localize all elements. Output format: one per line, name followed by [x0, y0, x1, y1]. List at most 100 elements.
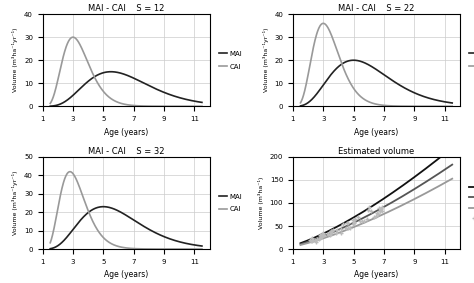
- CAI: [65, 170, 71, 174]
- MAI: [143, 226, 149, 229]
- Line: Vol.: Vol.: [308, 205, 384, 244]
- Vol.: [316, 237, 321, 241]
- Line: CAI: CAI: [50, 37, 202, 106]
- Y-axis label: Volume (m³ha⁻¹yr⁻¹): Volume (m³ha⁻¹yr⁻¹): [12, 28, 18, 93]
- CAI: [65, 40, 71, 43]
- CAI: [393, 104, 399, 108]
- Vol.: [338, 227, 344, 230]
- MAI: [298, 104, 303, 108]
- S 32: [449, 146, 455, 149]
- S 12: [298, 243, 303, 247]
- Title: Estimated volume: Estimated volume: [338, 147, 414, 156]
- Legend: S 32, S 22, S 12, Vol.: S 32, S 22, S 12, Vol.: [466, 182, 474, 224]
- S 22: [408, 190, 414, 193]
- CAI: [143, 247, 149, 251]
- S 32: [298, 241, 303, 245]
- MAI: [100, 205, 106, 208]
- Title: MAI - CAI    S = 12: MAI - CAI S = 12: [88, 4, 164, 13]
- Vol.: [379, 205, 384, 209]
- CAI: [358, 95, 364, 98]
- Line: MAI: MAI: [50, 207, 202, 249]
- S 22: [316, 236, 321, 240]
- Title: MAI - CAI    S = 32: MAI - CAI S = 32: [88, 147, 164, 156]
- Line: MAI: MAI: [50, 72, 202, 106]
- MAI: [408, 90, 414, 93]
- Line: CAI: CAI: [301, 23, 452, 106]
- X-axis label: Age (years): Age (years): [104, 128, 148, 136]
- Line: MAI: MAI: [301, 60, 452, 106]
- CAI: [47, 102, 53, 105]
- Vol.: [307, 238, 312, 242]
- S 12: [347, 227, 353, 230]
- CAI: [70, 35, 76, 39]
- CAI: [408, 104, 413, 108]
- S 12: [407, 200, 413, 203]
- CAI: [158, 247, 164, 251]
- MAI: [108, 206, 114, 209]
- Y-axis label: Volume (m³ha⁻¹yr⁻¹): Volume (m³ha⁻¹yr⁻¹): [12, 171, 18, 235]
- S 22: [393, 198, 399, 202]
- CAI: [67, 170, 73, 173]
- MAI: [199, 101, 205, 104]
- CAI: [143, 104, 149, 108]
- Legend: MAI, CAI: MAI, CAI: [216, 48, 245, 72]
- MAI: [408, 89, 413, 93]
- MAI: [157, 89, 163, 93]
- CAI: [320, 22, 326, 25]
- S 12: [393, 207, 399, 210]
- CAI: [408, 104, 414, 108]
- CAI: [47, 241, 53, 245]
- MAI: [158, 89, 164, 93]
- CAI: [316, 27, 321, 30]
- CAI: [108, 242, 114, 245]
- S 22: [298, 243, 303, 246]
- S 12: [358, 222, 364, 226]
- Vol.: [328, 231, 334, 235]
- S 12: [408, 199, 414, 203]
- S 22: [407, 190, 413, 194]
- MAI: [347, 59, 353, 62]
- Legend: MAI, CAI: MAI, CAI: [466, 48, 474, 72]
- S 22: [358, 218, 364, 221]
- MAI: [108, 70, 113, 73]
- MAI: [158, 233, 164, 237]
- CAI: [199, 104, 205, 108]
- Title: MAI - CAI    S = 22: MAI - CAI S = 22: [338, 4, 415, 13]
- Legend: MAI, CAI: MAI, CAI: [216, 191, 245, 215]
- CAI: [157, 104, 163, 108]
- X-axis label: Age (years): Age (years): [104, 270, 148, 279]
- Vol.: [330, 228, 336, 231]
- CAI: [158, 104, 164, 108]
- Y-axis label: Volume (m³ha⁻¹yr⁻¹): Volume (m³ha⁻¹yr⁻¹): [263, 28, 269, 93]
- MAI: [199, 244, 205, 248]
- MAI: [65, 233, 71, 237]
- Vol.: [352, 218, 357, 221]
- CAI: [199, 247, 205, 251]
- S 32: [347, 218, 353, 221]
- S 12: [449, 177, 455, 180]
- MAI: [393, 81, 399, 85]
- MAI: [47, 104, 53, 108]
- X-axis label: Age (years): Age (years): [354, 270, 399, 279]
- CAI: [97, 232, 103, 235]
- S 32: [407, 179, 413, 182]
- MAI: [316, 89, 321, 93]
- S 32: [393, 188, 399, 192]
- Line: S 32: S 32: [301, 148, 452, 243]
- MAI: [108, 70, 114, 73]
- MAI: [157, 233, 163, 237]
- CAI: [108, 97, 114, 100]
- X-axis label: Age (years): Age (years): [354, 128, 399, 136]
- S 22: [449, 163, 455, 166]
- Vol.: [338, 231, 344, 235]
- MAI: [47, 247, 53, 250]
- Vol.: [313, 240, 319, 244]
- MAI: [97, 72, 102, 76]
- Line: CAI: CAI: [50, 172, 202, 249]
- MAI: [97, 205, 102, 209]
- S 32: [358, 212, 364, 215]
- CAI: [157, 247, 163, 251]
- S 12: [316, 238, 321, 241]
- Line: S 12: S 12: [301, 179, 452, 245]
- S 22: [347, 223, 353, 226]
